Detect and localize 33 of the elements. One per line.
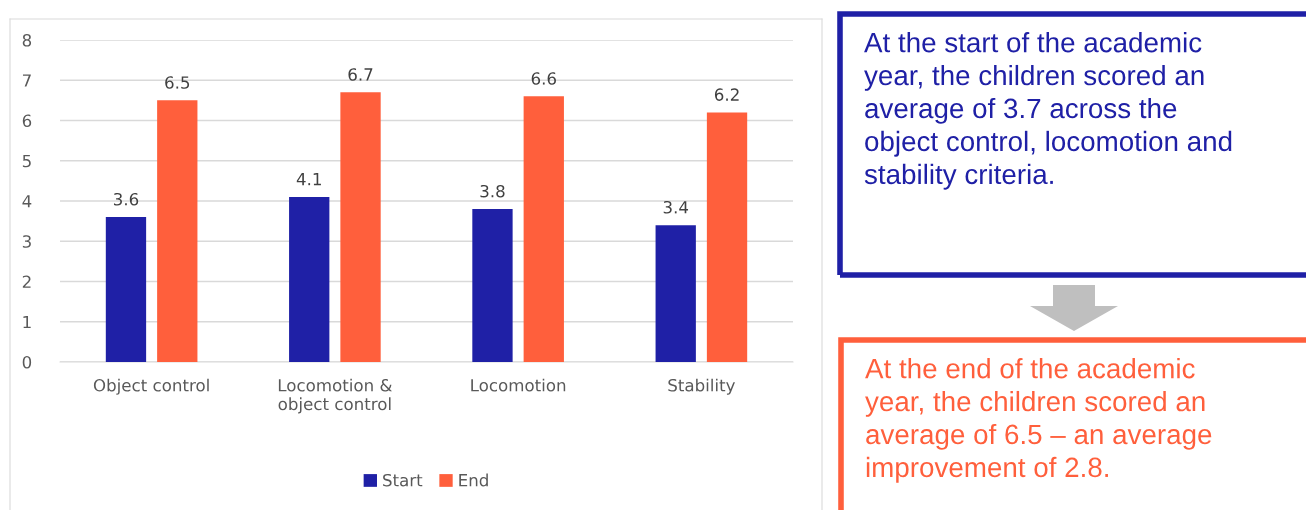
x-tick-label: Locomotion [471,378,566,392]
y-tick-label: 2 [22,275,31,288]
y-tick-label: 0 [22,355,32,369]
text: At the end of the academic year, the children scored an average of 6.5 – an average improvement of 2.8. [865,358,1212,483]
y-tick-label: 4 [22,195,32,208]
y-tick-label: 8 [22,33,32,47]
bar [289,196,330,362]
legend-label: Start [383,473,423,487]
x-tick-label: Stability [668,378,735,395]
y-tick-label: 7 [22,74,31,87]
bar [523,96,564,362]
data-label: 6.5 [165,76,190,89]
bar [472,209,513,362]
bar [655,225,696,362]
data-label: 6.7 [348,68,373,81]
bar [105,217,147,362]
y-tick-label: 5 [22,154,31,168]
bar [157,100,198,362]
text: At the start of the academic year, the children scored an average of 3.7 across the object control, locomotion and stability criteria. [864,32,1232,190]
data-label: 3.4 [663,200,689,214]
bar [340,92,381,362]
y-tick-label: 1 [23,315,31,329]
y-tick-label: 3 [22,235,31,248]
x-tick-label: Locomotion & object control [278,378,392,414]
data-label: 3.8 [480,184,505,198]
legend-label: End [459,473,488,487]
y-tick-label: 6 [22,114,32,128]
data-label: 6.2 [714,88,739,101]
data-label: 6.6 [531,72,556,85]
data-label: 3.6 [113,192,139,206]
x-tick-label: Object control [93,378,209,395]
data-label: 4.1 [296,173,321,186]
bar [706,112,748,362]
